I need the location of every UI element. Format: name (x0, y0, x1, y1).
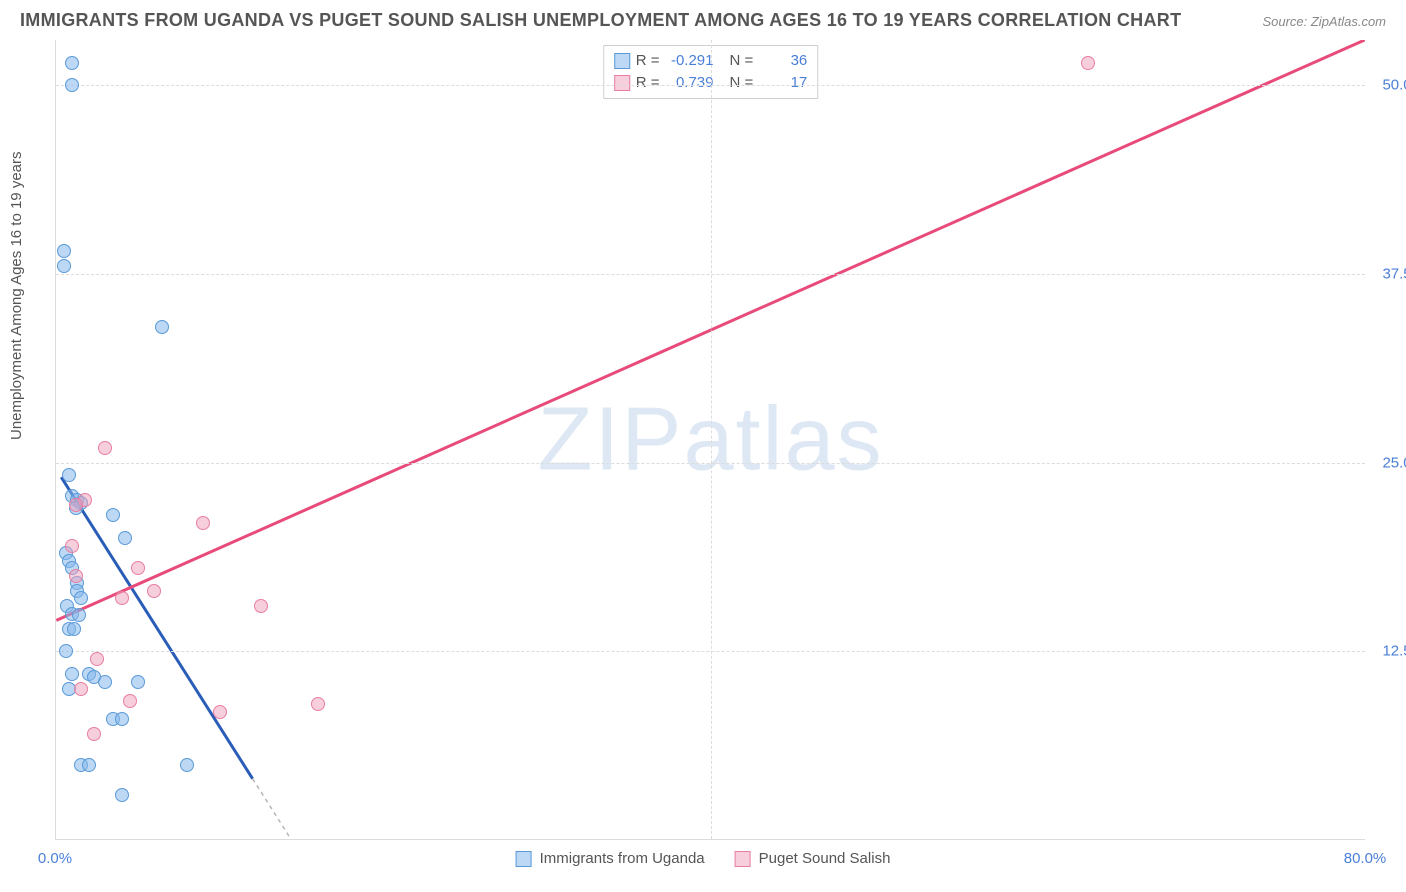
legend-r-label: R = (636, 72, 660, 94)
data-point (67, 622, 81, 636)
legend-n-value: 17 (759, 72, 807, 94)
y-axis-label: Unemployment Among Ages 16 to 19 years (8, 151, 25, 440)
data-point (65, 78, 79, 92)
legend-r-value: 0.739 (666, 72, 714, 94)
data-point (72, 608, 86, 622)
chart-title: IMMIGRANTS FROM UGANDA VS PUGET SOUND SA… (20, 10, 1181, 31)
data-point (87, 727, 101, 741)
data-point (65, 667, 79, 681)
data-point (155, 320, 169, 334)
data-point (1081, 56, 1095, 70)
legend-swatch (614, 53, 630, 69)
x-tick-label: 0.0% (38, 850, 72, 867)
data-point (65, 539, 79, 553)
legend-swatch (516, 851, 532, 867)
data-point (147, 584, 161, 598)
y-tick-label: 50.0% (1370, 77, 1406, 94)
y-tick-label: 37.5% (1370, 265, 1406, 282)
legend-n-label: N = (730, 50, 754, 72)
data-point (180, 758, 194, 772)
y-tick-label: 12.5% (1370, 643, 1406, 660)
trend-line-extrapolated (253, 779, 291, 839)
data-point (131, 561, 145, 575)
legend-r-label: R = (636, 50, 660, 72)
data-point (106, 508, 120, 522)
data-point (123, 694, 137, 708)
source-attribution: Source: ZipAtlas.com (1262, 14, 1386, 29)
data-point (90, 652, 104, 666)
data-point (57, 259, 71, 273)
data-point (59, 644, 73, 658)
data-point (311, 697, 325, 711)
series-legend: Immigrants from Uganda Puget Sound Salish (516, 850, 891, 867)
data-point (115, 591, 129, 605)
legend-item: Puget Sound Salish (735, 850, 891, 867)
data-point (98, 675, 112, 689)
data-point (69, 569, 83, 583)
data-point (74, 591, 88, 605)
x-tick-label: 80.0% (1344, 850, 1387, 867)
data-point (57, 244, 71, 258)
data-point (62, 468, 76, 482)
legend-series-name: Puget Sound Salish (759, 850, 891, 867)
data-point (213, 705, 227, 719)
data-point (74, 682, 88, 696)
legend-swatch (735, 851, 751, 867)
legend-n-label: N = (730, 72, 754, 94)
data-point (254, 599, 268, 613)
data-point (65, 56, 79, 70)
gridline-v (711, 40, 712, 839)
data-point (131, 675, 145, 689)
data-point (98, 441, 112, 455)
data-point (118, 531, 132, 545)
chart-plot-area: ZIPatlas R =-0.291N =36R =0.739N =17 12.… (55, 40, 1365, 840)
data-point (115, 712, 129, 726)
y-tick-label: 25.0% (1370, 454, 1406, 471)
data-point (115, 788, 129, 802)
data-point (82, 758, 96, 772)
legend-r-value: -0.291 (666, 50, 714, 72)
legend-item: Immigrants from Uganda (516, 850, 705, 867)
legend-n-value: 36 (759, 50, 807, 72)
data-point (196, 516, 210, 530)
legend-series-name: Immigrants from Uganda (540, 850, 705, 867)
data-point (69, 498, 83, 512)
legend-swatch (614, 75, 630, 91)
